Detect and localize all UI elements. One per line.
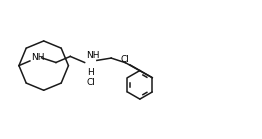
Text: NH: NH xyxy=(31,53,44,62)
Text: Cl: Cl xyxy=(120,55,129,64)
Text: Cl: Cl xyxy=(86,78,95,87)
Text: H: H xyxy=(88,68,94,77)
Text: NH: NH xyxy=(86,51,99,60)
